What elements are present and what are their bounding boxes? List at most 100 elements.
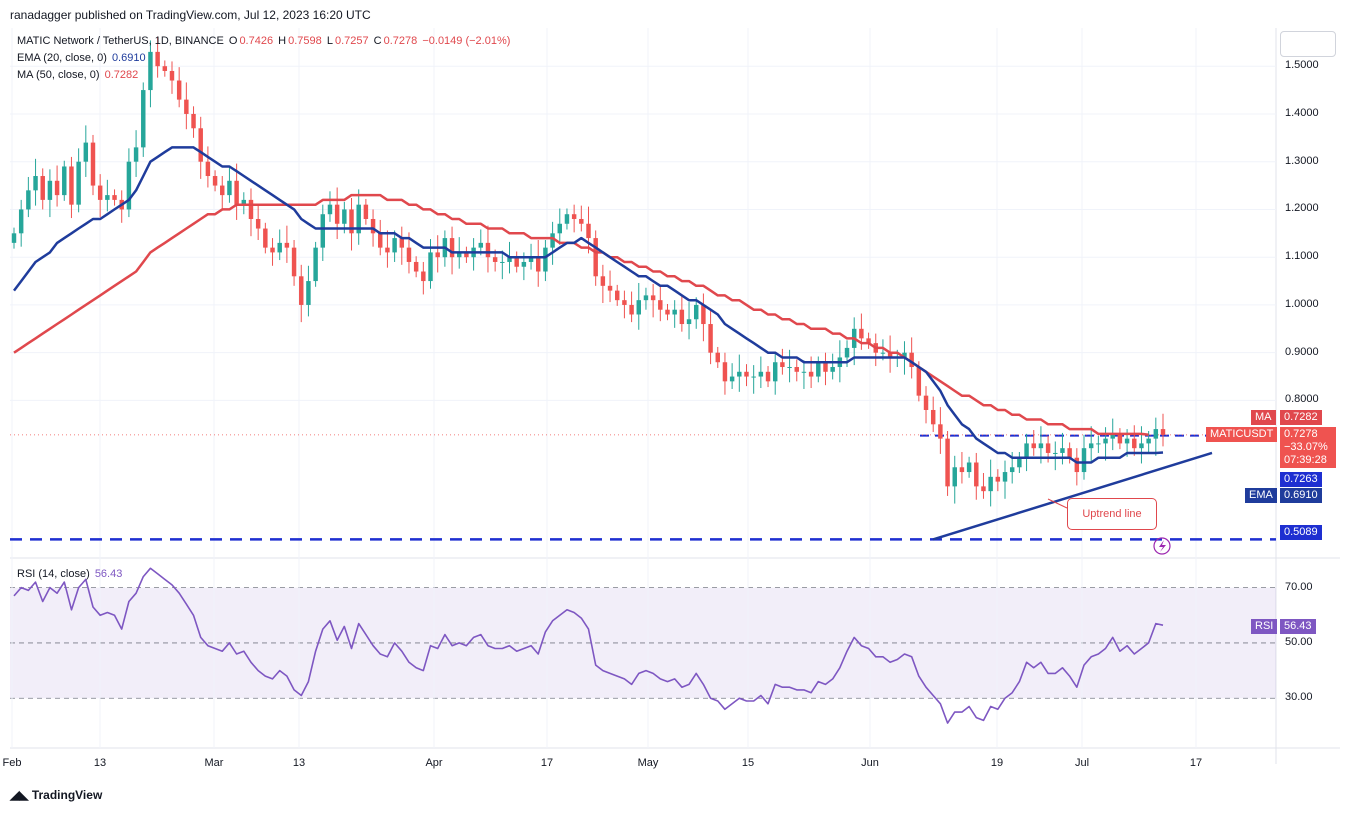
candle-body xyxy=(787,367,792,369)
time-tick-label: 17 xyxy=(540,757,554,769)
candle-body xyxy=(1103,438,1108,444)
candle-body xyxy=(155,51,160,67)
candle-body xyxy=(270,247,275,253)
candle-body xyxy=(658,300,663,310)
callout-pointer xyxy=(1047,498,1068,509)
alert-icon xyxy=(1153,537,1171,555)
candle-body xyxy=(1132,438,1137,449)
candle-body xyxy=(40,176,45,200)
candle-body xyxy=(277,242,282,253)
candle-body xyxy=(887,352,893,358)
candle-body xyxy=(701,304,706,325)
ema-label: EMA (20, close, 0) xyxy=(17,52,107,64)
time-tick-label: Feb xyxy=(2,757,22,769)
candle-body xyxy=(930,409,936,425)
candle-body xyxy=(413,261,419,272)
ma-legend: MA (50, close, 0) 0.7282 xyxy=(17,69,140,81)
candle-body xyxy=(47,180,53,200)
high-label: H xyxy=(278,35,287,47)
publisher-header: ranadagger published on TradingView.com,… xyxy=(10,8,371,22)
high-value: 0.7598 xyxy=(288,35,322,47)
candle-body xyxy=(729,376,735,382)
candle-body xyxy=(622,300,627,305)
candle-body xyxy=(133,147,139,162)
candle-body xyxy=(772,362,778,382)
candle-body xyxy=(205,161,211,177)
candle-body xyxy=(212,176,218,186)
candle-body xyxy=(320,214,326,248)
rsi-tick-label: 30.00 xyxy=(1285,691,1313,704)
candle-body xyxy=(428,252,433,282)
candle-body xyxy=(356,204,361,234)
tv-brand: TradingView xyxy=(31,788,103,802)
candle-body xyxy=(1074,457,1080,473)
candle-body xyxy=(1160,429,1166,435)
candle-body xyxy=(1067,448,1072,458)
candle-body xyxy=(234,180,239,205)
candle-body xyxy=(1031,443,1036,449)
candle-body xyxy=(564,214,570,224)
time-tick-label: Apr xyxy=(425,757,443,769)
candle-body xyxy=(902,352,907,358)
candle-body xyxy=(823,362,828,372)
ma-value: 0.7282 xyxy=(104,69,139,81)
candle-body xyxy=(981,486,986,492)
candle-body xyxy=(176,80,182,100)
candle-body xyxy=(636,300,641,315)
candle-body xyxy=(938,424,943,439)
candle-body xyxy=(334,204,340,224)
rsi-value: 56.43 xyxy=(94,568,123,580)
current-price-badge: 0.7278 −33.07% 07:39:28 xyxy=(1280,427,1336,468)
candle-body xyxy=(1124,438,1130,444)
candle-body xyxy=(83,142,89,162)
candle-body xyxy=(600,276,606,286)
candle-body xyxy=(478,242,484,248)
candle-body xyxy=(758,371,764,377)
price-tick-label: 1.1000 xyxy=(1285,250,1319,263)
candle-body xyxy=(1017,457,1022,468)
candle-body xyxy=(1045,443,1051,453)
candle-body xyxy=(780,362,785,368)
change-percent: −33.07% xyxy=(1284,441,1328,453)
close-label: C xyxy=(373,35,382,47)
candle-body xyxy=(801,371,807,373)
candle-body xyxy=(672,309,677,315)
price-tick-label: 1.2000 xyxy=(1285,202,1319,215)
time-tick-label: 13 xyxy=(93,757,107,769)
candle-body xyxy=(1096,443,1101,445)
candle-body xyxy=(665,309,670,315)
candle-body xyxy=(191,113,196,129)
price-tick-label: 1.5000 xyxy=(1285,59,1319,72)
candle-body xyxy=(909,352,914,368)
candle-body xyxy=(966,462,972,473)
candle-body xyxy=(54,180,60,196)
candle-body xyxy=(794,367,799,372)
chart-settings-button[interactable] xyxy=(1280,31,1336,57)
candle-body xyxy=(162,66,168,71)
candle-body xyxy=(916,367,922,396)
candle-body xyxy=(1110,433,1115,439)
candle-body xyxy=(737,371,742,377)
candle-body xyxy=(378,233,383,248)
price-tick-label: 1.0000 xyxy=(1285,297,1319,310)
candle-body xyxy=(880,352,886,354)
lower-level-badge: 0.5089 xyxy=(1280,525,1322,540)
price-tick-label: 1.4000 xyxy=(1285,106,1319,119)
candle-body xyxy=(579,218,584,224)
candle-body xyxy=(744,371,749,377)
candle-body xyxy=(500,261,505,263)
candle-body xyxy=(141,90,146,148)
low-value: 0.7257 xyxy=(334,35,369,47)
candle-body xyxy=(830,367,835,372)
candle-body xyxy=(1009,467,1015,473)
bar-countdown: 07:39:28 xyxy=(1284,454,1327,466)
open-value: 0.7426 xyxy=(239,35,274,47)
ema-value: 0.6910 xyxy=(111,52,146,64)
candle-body xyxy=(227,180,232,196)
symbol-name: MATIC Network / TetherUS, 1D, BINANCE xyxy=(17,35,224,47)
candle-body xyxy=(693,304,699,320)
candle-body xyxy=(435,252,440,258)
candle-body xyxy=(859,328,864,339)
ema-tag: EMA xyxy=(1245,488,1277,503)
